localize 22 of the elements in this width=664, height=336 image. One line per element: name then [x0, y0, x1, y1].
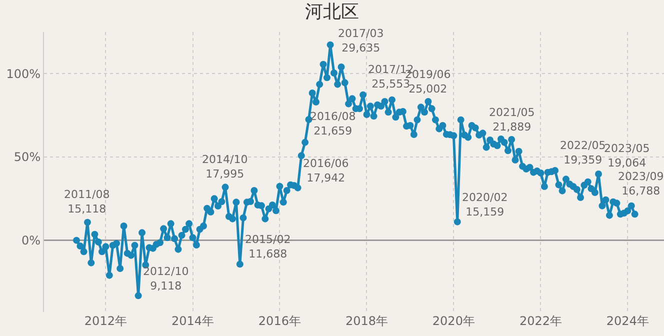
annotation: 2021/05 21,889 — [489, 106, 535, 134]
annotation: 2012/10 9,118 — [143, 265, 189, 292]
y-tick-label: 0% — [22, 234, 41, 248]
x-tick-label: 2020年 — [432, 314, 475, 328]
x-tick-label: 2022年 — [519, 314, 562, 328]
y-tick-label: 100% — [6, 66, 41, 81]
x-tick-label: 2018年 — [345, 314, 388, 328]
x-tick-label: 2016年 — [258, 314, 301, 328]
chart-title: 河北区 — [305, 2, 359, 23]
annotation: 2014/10 17,995 — [202, 153, 248, 180]
x-tick-label: 2024年 — [606, 314, 649, 328]
annotation: 2022/05 19,359 — [560, 139, 606, 166]
x-tick-label: 2012年 — [84, 314, 127, 328]
annotation: 2017/03 29,635 — [338, 27, 384, 54]
annotation: 2020/02 15,159 — [462, 191, 508, 218]
annotation: 2016/06 17,942 — [303, 157, 349, 184]
annotation: 2023/05 19,064 — [604, 142, 650, 170]
annotation: 2011/08 15,118 — [64, 188, 110, 216]
annotation: 2023/09 16,788 — [618, 170, 664, 198]
y-tick-label: 50% — [14, 150, 41, 164]
annotation: 2016/08 21,659 — [310, 110, 356, 138]
x-tick-label: 2014年 — [171, 314, 214, 328]
